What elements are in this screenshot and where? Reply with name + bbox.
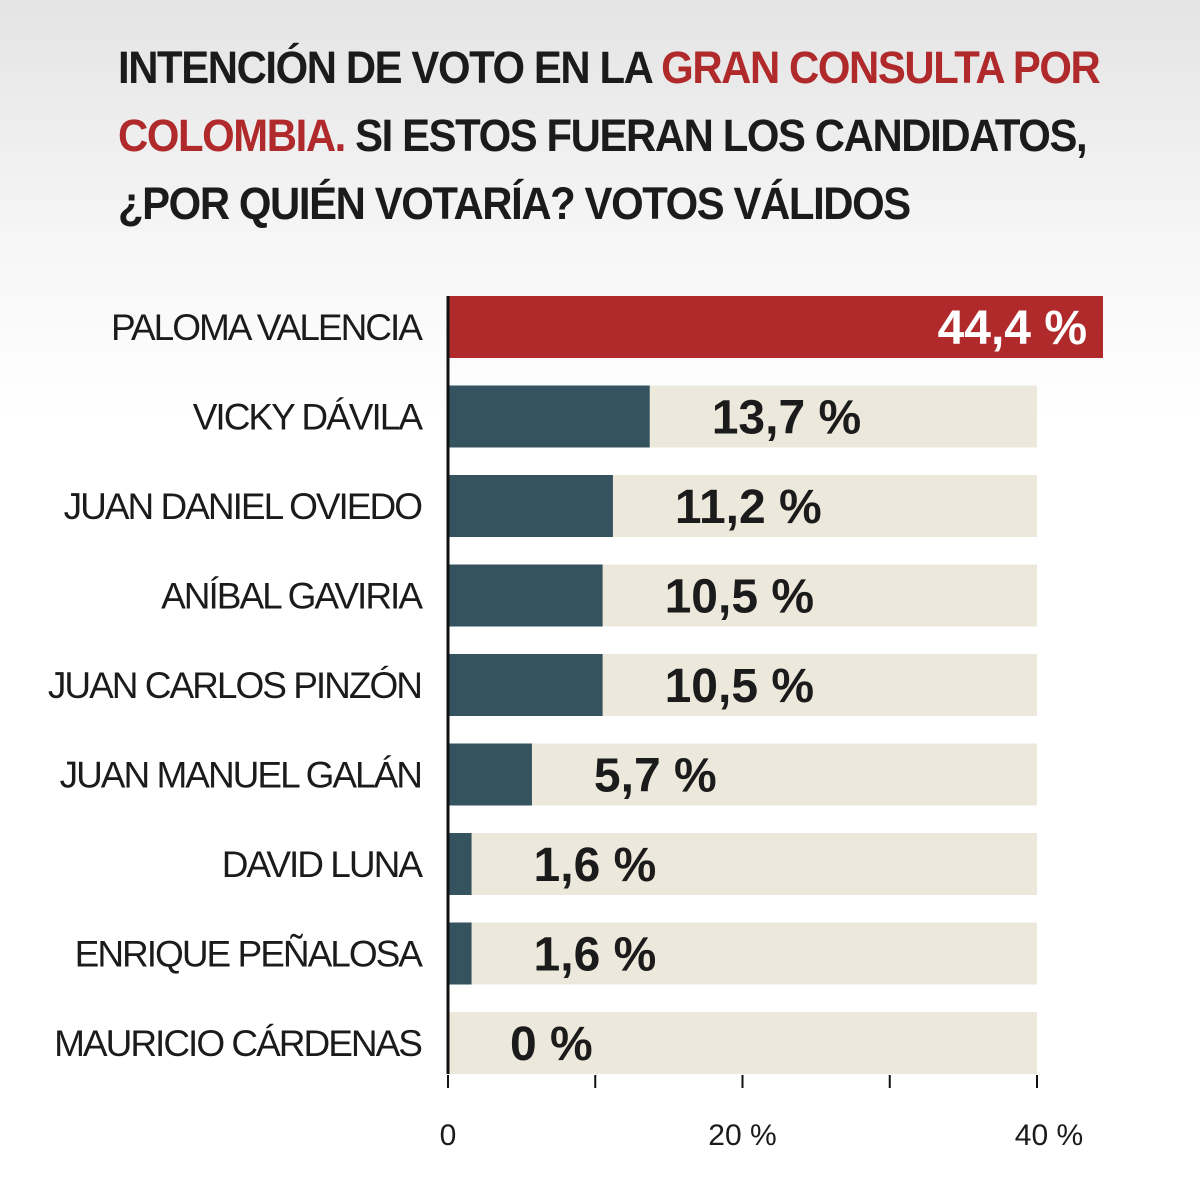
title-highlight-2: COLOMBIA.: [118, 110, 346, 161]
value-label: 13,7 %: [712, 392, 861, 445]
title-part-4: SI ESTOS FUERAN LOS CANDIDATOS,: [344, 110, 1087, 161]
category-label: ANÍBAL GAVIRIA: [161, 576, 423, 617]
value-label: 1,6 %: [534, 929, 657, 982]
x-tick-label: 0: [440, 1119, 457, 1152]
category-label: DAVID LUNA: [222, 844, 424, 885]
category-label: JUAN CARLOS PINZÓN: [48, 665, 421, 706]
bar: [448, 385, 650, 448]
value-label: 11,2 %: [675, 481, 822, 534]
title-highlight-1: GRAN CONSULTA POR: [661, 42, 1101, 93]
value-label: 5,7 %: [594, 750, 717, 803]
category-label: MAURICIO CÁRDENAS: [54, 1023, 421, 1064]
value-label: 1,6 %: [534, 839, 657, 892]
chart-title: INTENCIÓN DE VOTO EN LA GRAN CONSULTA PO…: [118, 34, 1101, 238]
x-axis: 0 20 % 40 %: [440, 296, 1083, 1152]
title-part-5: ¿POR QUIÉN VOTARÍA? VOTOS VÁLIDOS: [118, 178, 911, 229]
category-labels: PALOMA VALENCIA VICKY DÁVILA JUAN DANIEL O…: [48, 307, 425, 1064]
value-label: 10,5 %: [665, 571, 814, 624]
bar: [448, 743, 532, 806]
x-tick-label: 40 %: [1015, 1119, 1083, 1152]
bar-track: [448, 922, 1037, 985]
category-label: ENRIQUE PEÑALOSA: [75, 934, 424, 975]
bar: [448, 654, 603, 716]
category-label: JUAN DANIEL OVIEDO: [64, 486, 423, 527]
value-label: 10,5 %: [665, 660, 814, 713]
title-part-1: INTENCIÓN DE VOTO EN LA: [118, 42, 662, 93]
category-label: VICKY DÁVILA: [193, 397, 424, 438]
bar-track: [448, 833, 1037, 895]
bar: [448, 922, 472, 985]
bar-track: [448, 1012, 1037, 1074]
value-labels: 44,4 % 13,7 % 11,2 % 10,5 % 10,5 % 5,7 % 1,6 %…: [510, 302, 1087, 1071]
category-label: PALOMA VALENCIA: [111, 307, 423, 348]
bar: [448, 833, 472, 895]
x-tick-label: 20 %: [708, 1119, 776, 1152]
bar: [448, 296, 1103, 358]
bar-track: [448, 743, 1037, 806]
category-label: JUAN MANUEL GALÁN: [60, 755, 421, 796]
value-label: 0 %: [510, 1018, 593, 1071]
value-label: 44,4 %: [938, 302, 1087, 355]
bar: [448, 564, 603, 627]
bar: [448, 475, 613, 537]
bars: [448, 296, 1103, 985]
